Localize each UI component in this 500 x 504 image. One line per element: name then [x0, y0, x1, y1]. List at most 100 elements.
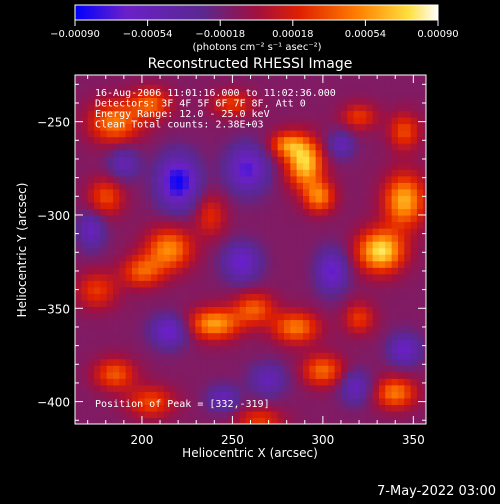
heatmap-cell — [258, 156, 266, 164]
heatmap-cell — [264, 293, 272, 301]
heatmap-cell — [252, 136, 260, 144]
heatmap-cell — [359, 143, 367, 151]
heatmap-cell — [283, 97, 291, 105]
heatmap-cell — [201, 352, 209, 360]
heatmap-cell — [296, 103, 304, 112]
heatmap-cell — [157, 77, 165, 85]
heatmap-cell — [302, 378, 310, 386]
heatmap-cell — [296, 110, 304, 118]
heatmap-cell — [214, 97, 222, 105]
heatmap-cell — [150, 116, 158, 125]
heatmap-cell — [163, 371, 171, 379]
heatmap-cell — [353, 90, 361, 98]
heatmap-cell — [258, 214, 266, 223]
heatmap-cell — [119, 397, 127, 405]
heatmap-cell — [182, 241, 190, 249]
heatmap-cell — [372, 234, 380, 242]
heatmap-cell — [385, 195, 393, 203]
heatmap-cell — [144, 293, 152, 301]
heatmap-cell — [321, 175, 329, 183]
heatmap-cell — [258, 116, 266, 125]
heatmap-cell — [264, 110, 272, 118]
heatmap-cell — [296, 84, 304, 92]
heatmap-cell — [359, 358, 367, 366]
heatmap-cell — [252, 182, 260, 190]
heatmap-cell — [169, 404, 177, 412]
heatmap-cell — [226, 260, 234, 268]
heatmap-cell — [258, 130, 266, 138]
heatmap-cell — [87, 234, 95, 242]
heatmap-cell — [397, 293, 405, 301]
heatmap-cell — [157, 378, 165, 386]
heatmap-cell — [391, 352, 399, 360]
heatmap-cell — [416, 293, 424, 301]
heatmap-cell — [176, 241, 184, 249]
heatmap-cell — [290, 332, 298, 340]
heatmap-cell — [138, 221, 146, 229]
heatmap-cell — [353, 143, 361, 151]
heatmap-cell — [277, 149, 285, 157]
heatmap-cell — [157, 247, 165, 255]
heatmap-cell — [94, 97, 101, 105]
heatmap-cell — [328, 149, 336, 157]
heatmap-cell — [106, 90, 114, 98]
heatmap-cell — [150, 130, 158, 138]
heatmap-cell — [366, 214, 374, 223]
heatmap-cell — [315, 286, 323, 294]
heatmap-cell — [366, 332, 374, 340]
heatmap-cell — [416, 267, 424, 275]
heatmap-cell — [423, 365, 426, 373]
heatmap-cell — [302, 84, 310, 92]
heatmap-cell — [245, 241, 253, 249]
heatmap-cell — [214, 103, 222, 112]
heatmap-cell — [226, 84, 234, 92]
heatmap-cell — [372, 326, 380, 334]
heatmap-cell — [207, 228, 215, 236]
heatmap-cell — [302, 286, 310, 294]
heatmap-cell — [277, 228, 285, 236]
heatmap-cell — [423, 299, 426, 308]
heatmap-cell — [87, 339, 95, 347]
heatmap-cell — [233, 221, 241, 229]
heatmap-cell — [94, 103, 101, 112]
heatmap-cell — [283, 110, 291, 118]
heatmap-cell — [207, 90, 215, 98]
heatmap-cell — [233, 293, 241, 301]
heatmap-cell — [188, 90, 196, 98]
heatmap-cell — [410, 103, 418, 112]
heatmap-cell — [423, 247, 426, 255]
heatmap-cell — [271, 352, 279, 360]
heatmap-cell — [277, 234, 285, 242]
heatmap-cell — [100, 136, 108, 144]
heatmap-cell — [150, 345, 158, 353]
heatmap-cell — [100, 228, 108, 236]
heatmap-cell — [226, 162, 234, 170]
heatmap-cell — [163, 208, 171, 216]
heatmap-cell — [176, 201, 184, 210]
heatmap-cell — [201, 156, 209, 164]
heatmap-cell — [195, 306, 203, 314]
heatmap-cell — [340, 352, 348, 360]
heatmap-cell — [410, 201, 418, 210]
heatmap-cell — [239, 103, 247, 112]
heatmap-cell — [277, 110, 285, 118]
heatmap-cell — [94, 169, 101, 177]
heatmap-cell — [163, 378, 171, 386]
heatmap-cell — [119, 326, 127, 334]
heatmap-cell — [366, 156, 374, 164]
heatmap-cell — [176, 234, 184, 242]
x-tick-label: 350 — [402, 433, 425, 447]
heatmap-cell — [378, 397, 386, 405]
heatmap-cell — [277, 123, 285, 131]
heatmap-cell — [366, 130, 374, 138]
heatmap-cell — [283, 345, 291, 353]
heatmap-cell — [245, 130, 253, 138]
heatmap-cell — [290, 234, 298, 242]
heatmap-cell — [87, 195, 95, 203]
heatmap-cell — [119, 254, 127, 262]
heatmap-cell — [264, 228, 272, 236]
heatmap-cell — [150, 371, 158, 379]
heatmap-cell — [75, 293, 82, 301]
heatmap-cell — [138, 149, 146, 157]
heatmap-cell — [226, 103, 234, 112]
